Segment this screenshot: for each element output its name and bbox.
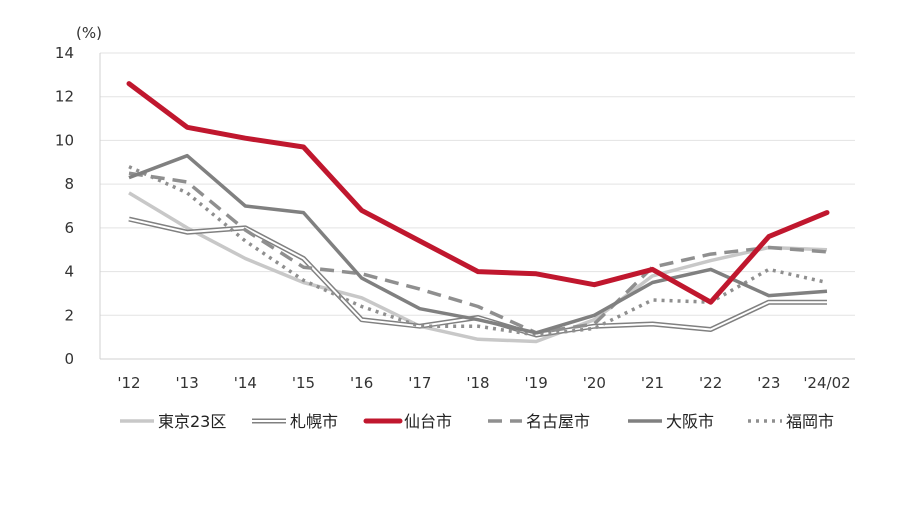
y-tick-label-6: 6 bbox=[64, 219, 74, 237]
x-tick-label-4: '16 bbox=[350, 374, 373, 392]
legend-label-4: 大阪市 bbox=[666, 412, 714, 431]
series-1-group bbox=[128, 216, 828, 338]
y-unit-label: (%) bbox=[76, 24, 102, 42]
series-lines bbox=[126, 81, 830, 344]
x-tick-label-0: '12 bbox=[117, 374, 140, 392]
x-tick-labels: '12 '13 '14 '15 '16 '17 '18 '19 '20 '21 '22 '23 '24/… bbox=[117, 374, 850, 392]
series-2-group bbox=[126, 81, 830, 305]
x-tick-label-1: '13 bbox=[176, 374, 199, 392]
series-2-line bbox=[126, 81, 830, 305]
legend-item-2: 仙台市 bbox=[363, 412, 452, 431]
y-tick-label-12: 12 bbox=[55, 88, 74, 106]
legend-item-3: 名古屋市 bbox=[488, 412, 590, 431]
y-tick-label-2: 2 bbox=[64, 306, 74, 324]
legend-label-2: 仙台市 bbox=[404, 412, 452, 431]
x-tick-label-5: '17 bbox=[408, 374, 431, 392]
x-tick-label-7: '19 bbox=[525, 374, 548, 392]
series-0-group bbox=[128, 191, 828, 344]
y-tick-label-8: 8 bbox=[64, 175, 74, 193]
x-tick-label-10: '22 bbox=[699, 374, 722, 392]
series-4-line bbox=[128, 153, 828, 335]
x-tick-label-11: '23 bbox=[757, 374, 780, 392]
series-0-line bbox=[128, 191, 828, 344]
x-tick-label-2: '14 bbox=[234, 374, 257, 392]
legend-item-5: 福岡市 bbox=[748, 412, 834, 431]
legend-item-4: 大阪市 bbox=[628, 412, 714, 431]
legend-label-3: 名古屋市 bbox=[526, 412, 590, 431]
y-tick-labels: 0 2 4 6 8 10 12 14 bbox=[55, 44, 74, 368]
x-tick-label-12: '24/02 bbox=[803, 374, 850, 392]
y-tick-label-0: 0 bbox=[64, 350, 74, 368]
y-tick-label-14: 14 bbox=[55, 44, 74, 62]
legend-item-1: 札幌市 bbox=[252, 412, 338, 431]
series-1-line-inner bbox=[128, 218, 827, 336]
x-tick-label-8: '20 bbox=[583, 374, 606, 392]
x-tick-label-9: '21 bbox=[641, 374, 664, 392]
axes bbox=[99, 53, 855, 360]
series-4-group bbox=[128, 153, 828, 335]
x-tick-label-6: '18 bbox=[466, 374, 489, 392]
legend-item-0: 東京23区 bbox=[120, 412, 226, 431]
y-tick-label-10: 10 bbox=[55, 131, 74, 149]
series-3-line bbox=[128, 171, 828, 335]
gridlines bbox=[100, 52, 855, 316]
legend: 東京23区 札幌市 仙台市 名古屋市 大阪市 福岡市 bbox=[120, 412, 834, 431]
x-tick-label-3: '15 bbox=[292, 374, 315, 392]
legend-label-5: 福岡市 bbox=[786, 412, 834, 431]
legend-label-1: 札幌市 bbox=[290, 412, 338, 431]
legend-label-0: 東京23区 bbox=[158, 412, 226, 431]
y-tick-label-4: 4 bbox=[64, 263, 74, 281]
